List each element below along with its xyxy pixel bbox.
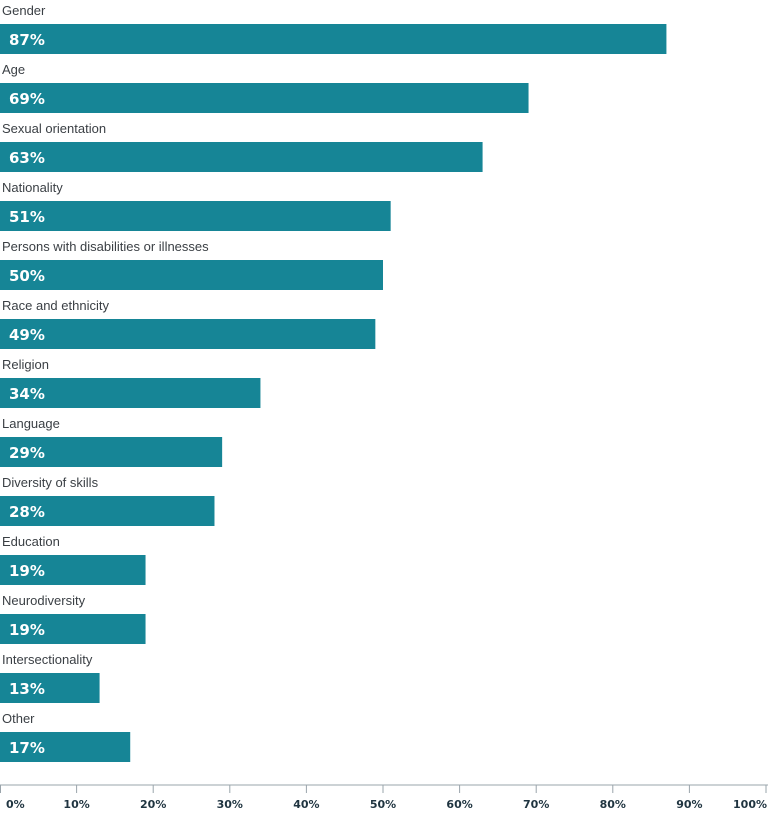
x-tick-label: 90% — [676, 798, 702, 811]
value-label: 51% — [9, 208, 45, 226]
bar — [0, 142, 483, 172]
bar — [0, 260, 383, 290]
x-tick-label: 30% — [217, 798, 243, 811]
bar — [0, 614, 146, 644]
value-label: 69% — [9, 90, 45, 108]
category-label: Other — [2, 711, 35, 726]
x-tick-label: 40% — [293, 798, 319, 811]
category-label: Gender — [2, 3, 46, 18]
x-tick-label: 50% — [370, 798, 396, 811]
x-tick-label: 10% — [63, 798, 89, 811]
bar — [0, 24, 667, 54]
category-label: Sexual orientation — [2, 121, 106, 136]
value-label: 34% — [9, 385, 45, 403]
bar — [0, 201, 391, 231]
category-label: Persons with disabilities or illnesses — [2, 239, 209, 254]
value-label: 19% — [9, 562, 45, 580]
value-label: 63% — [9, 149, 45, 167]
value-label: 28% — [9, 503, 45, 521]
x-tick-label: 60% — [446, 798, 472, 811]
value-label: 87% — [9, 31, 45, 49]
category-label: Diversity of skills — [2, 475, 99, 490]
bar — [0, 378, 261, 408]
value-label: 50% — [9, 267, 45, 285]
value-label: 49% — [9, 326, 45, 344]
category-label: Race and ethnicity — [2, 298, 109, 313]
bar — [0, 437, 223, 467]
bars-layer: Gender 87% Age 69% Sexual orientation 63% Nati… — [0, 3, 667, 762]
bar — [0, 83, 529, 113]
value-label: 19% — [9, 621, 45, 639]
value-label: 17% — [9, 739, 45, 757]
value-label: 13% — [9, 680, 45, 698]
category-label: Language — [2, 416, 60, 431]
category-label: Religion — [2, 357, 49, 372]
x-tick-label: 80% — [600, 798, 626, 811]
bar — [0, 319, 376, 349]
bar — [0, 555, 146, 585]
category-label: Age — [2, 62, 25, 77]
bar — [0, 673, 100, 703]
x-tick-label: 100% — [733, 798, 767, 811]
bar — [0, 496, 215, 526]
category-label: Neurodiversity — [2, 593, 86, 608]
category-label: Nationality — [2, 180, 63, 195]
bar — [0, 732, 131, 762]
x-tick-label: 70% — [523, 798, 549, 811]
value-label: 29% — [9, 444, 45, 462]
x-axis: 0% 10% 20% 30% 40% 50% 60% 70% 80% 90% 100% — [0, 784, 768, 811]
category-label: Intersectionality — [2, 652, 93, 667]
category-label: Education — [2, 534, 60, 549]
x-tick-label: 0% — [6, 798, 25, 811]
x-tick-label: 20% — [140, 798, 166, 811]
